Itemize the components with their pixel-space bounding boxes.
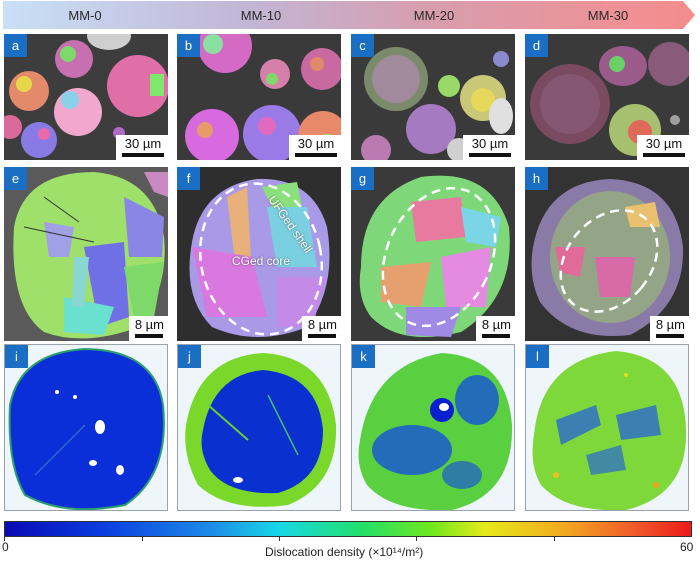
arrow-shape — [3, 1, 695, 29]
cged-core-label: CGed core — [232, 254, 291, 268]
panel-g: g 8 µm — [351, 167, 515, 341]
dislocation-density-map — [532, 351, 687, 510]
panel-label: a — [4, 34, 27, 57]
panel-h: h 8 µm — [525, 167, 689, 341]
sample-sequence-arrow: MM-0 MM-10 MM-20 MM-30 — [3, 1, 695, 29]
colorbar-min-label: 0 — [2, 540, 9, 554]
panel-e: e 8 µm — [4, 167, 168, 341]
dislocation-density-map — [185, 353, 337, 507]
panel-label: j — [178, 345, 201, 368]
panel-d: d 30 µm — [525, 34, 689, 160]
colorbar-title: Dislocation density (×10¹⁴/m²) — [265, 545, 424, 559]
ebsd-map-particle — [177, 167, 341, 341]
scale-bar: 8 µm — [128, 316, 168, 341]
panel-b: b 30 µm — [177, 34, 341, 160]
scale-bar-label: 8 µm — [481, 317, 511, 332]
panel-f: f UFGed shell CGed core 8 µm — [177, 167, 341, 341]
label-mm30: MM-30 — [587, 8, 629, 23]
panel-label: c — [351, 34, 374, 57]
scale-bar-label: 30 µm — [471, 136, 509, 151]
ebsd-map-overview — [177, 34, 341, 160]
scale-bar: 30 µm — [289, 135, 341, 160]
panel-label: l — [526, 345, 549, 368]
colorbar-tick — [416, 537, 417, 541]
ebsd-map-particle — [351, 167, 515, 341]
scale-bar-label: 8 µm — [134, 317, 164, 332]
scale-bar-label: 30 µm — [124, 136, 162, 151]
panel-label: g — [351, 167, 374, 190]
panel-i: i — [4, 344, 168, 511]
panel-label: e — [4, 167, 27, 190]
scale-bar: 8 µm — [475, 316, 515, 341]
colorbar-tick — [554, 537, 555, 541]
panel-c: c 30 µm — [351, 34, 515, 160]
scale-bar: 30 µm — [116, 135, 168, 160]
dislocation-density-map — [358, 353, 513, 510]
scale-bar-label: 30 µm — [645, 136, 683, 151]
colorbar-tick — [4, 537, 5, 541]
ebsd-map-particle — [4, 167, 168, 341]
colorbar — [4, 521, 692, 537]
panel-k: k — [351, 344, 515, 511]
panel-label: k — [352, 345, 375, 368]
label-mm10: MM-10 — [240, 8, 282, 23]
scale-bar-label: 8 µm — [307, 317, 337, 332]
ebsd-map-particle — [525, 167, 689, 341]
panel-label: h — [525, 167, 548, 190]
scale-bar: 30 µm — [463, 135, 515, 160]
scale-bar-label: 30 µm — [297, 136, 335, 151]
scale-bar: 30 µm — [637, 135, 689, 160]
panel-j: j — [177, 344, 341, 511]
colorbar-max-label: 60 — [680, 540, 694, 554]
colorbar-tick — [279, 537, 280, 541]
scale-bar: 8 µm — [301, 316, 341, 341]
dislocation-density-map — [8, 347, 165, 510]
panel-a: a 30 µm — [4, 34, 168, 160]
colorbar-tick — [142, 537, 143, 541]
panel-label: d — [525, 34, 548, 57]
scale-bar-label: 8 µm — [655, 317, 685, 332]
panel-label: b — [177, 34, 200, 57]
label-mm20: MM-20 — [413, 8, 455, 23]
panel-label: i — [5, 345, 28, 368]
panel-l: l — [525, 344, 689, 511]
label-mm0: MM-0 — [68, 8, 102, 23]
scale-bar: 8 µm — [649, 316, 689, 341]
panel-label: f — [177, 167, 200, 190]
